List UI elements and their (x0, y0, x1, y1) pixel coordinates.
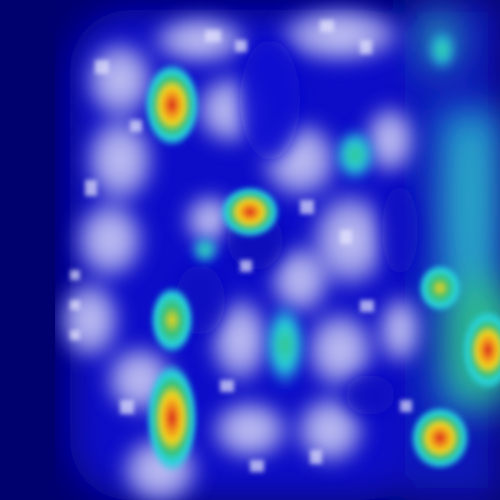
hotspot-right-edge (462, 310, 500, 390)
hotspot-upper-left (144, 63, 200, 147)
cool-spots (191, 30, 456, 390)
hotspot-left-mid (150, 286, 194, 354)
speckle-texture (70, 20, 412, 472)
hotspots (144, 63, 500, 473)
hotspot-right-mid (418, 264, 462, 312)
hotspot-lower-right (410, 406, 470, 470)
hotspot-middle (220, 186, 280, 238)
left-margin (0, 0, 55, 500)
hotspot-lower-left (146, 363, 198, 473)
